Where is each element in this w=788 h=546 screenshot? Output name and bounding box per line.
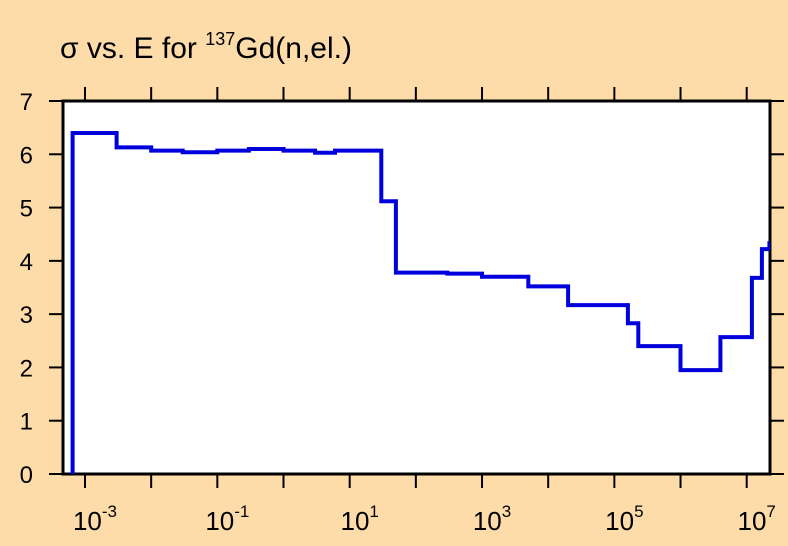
x-tick-label-exponent: -1 xyxy=(234,502,249,521)
x-tick-label-exponent: 3 xyxy=(502,502,511,521)
x-tick-label: 105 xyxy=(605,502,643,536)
chart-title-mass-number: 137 xyxy=(205,29,235,49)
x-tick-label-exponent: 1 xyxy=(369,502,378,521)
y-tick-label: 0 xyxy=(20,462,33,489)
chart-title-prefix: σ vs. E for xyxy=(60,32,205,65)
y-axis: 0 1 2 3 4 5 6 7 xyxy=(20,89,784,489)
y-tick-label: 1 xyxy=(20,409,33,436)
x-tick-label: 10-1 xyxy=(205,502,249,536)
chart-title: σ vs. E for 137Gd(n,el.) xyxy=(60,29,352,65)
x-tick-label-base: 10 xyxy=(738,506,767,536)
y-tick-label: 7 xyxy=(20,89,33,116)
chart-title-suffix: Gd(n,el.) xyxy=(235,32,352,65)
y-tick-label: 2 xyxy=(20,355,33,382)
x-tick-label-exponent: 7 xyxy=(766,502,775,521)
y-tick-label: 5 xyxy=(20,196,33,223)
x-tick-label-base: 10 xyxy=(205,506,234,536)
x-axis: 10-3 10-1 101 103 105 107 xyxy=(73,87,776,536)
y-tick-label: 6 xyxy=(20,142,33,169)
cross-section-line xyxy=(70,131,770,474)
x-tick-label-base: 10 xyxy=(73,506,102,536)
x-tick-label-base: 10 xyxy=(605,506,634,536)
x-tick-label: 107 xyxy=(738,502,776,536)
x-tick-label-exponent: -3 xyxy=(102,502,117,521)
y-tick-label: 3 xyxy=(20,302,33,329)
x-tick-label: 101 xyxy=(340,502,378,536)
x-tick-label-exponent: 5 xyxy=(634,502,643,521)
plot-frame xyxy=(61,99,772,476)
series-layer xyxy=(70,131,770,474)
y-tick-label: 4 xyxy=(20,249,33,276)
x-tick-label-base: 10 xyxy=(340,506,369,536)
x-tick-label: 103 xyxy=(473,502,511,536)
x-tick-label: 10-3 xyxy=(73,502,117,536)
x-tick-label-base: 10 xyxy=(473,506,502,536)
